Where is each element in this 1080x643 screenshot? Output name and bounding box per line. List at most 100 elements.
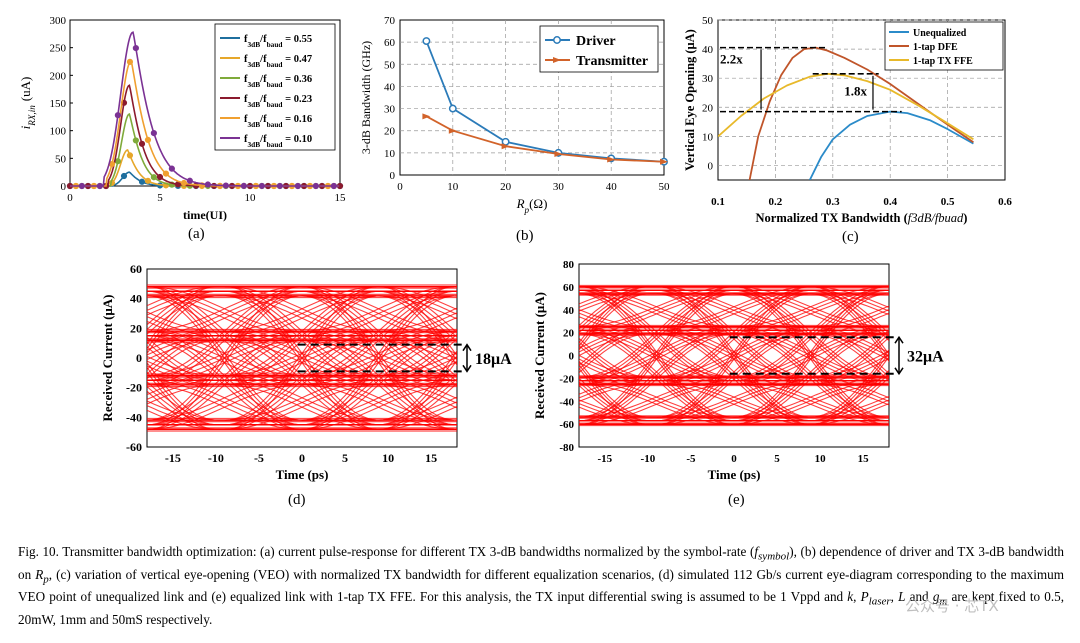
x-tick-label: 0.2 [769,196,783,208]
x-tick-label: 15 [858,453,870,465]
data-point [156,173,164,181]
panel-label-a: (a) [188,226,205,242]
y-tick-label: 150 [50,98,67,110]
data-point [204,181,211,188]
eye-trace [301,307,457,332]
eye-trace [224,286,457,332]
x-tick-label: 0.4 [883,196,897,208]
data-point [114,158,121,165]
series-line [425,115,665,163]
y-tick-label: 40 [384,81,396,93]
data-point [150,130,157,137]
annotation-label: 2.2x [720,52,743,67]
data-point [126,58,134,65]
eye-trace [301,328,457,377]
x-tick-label: 0 [731,453,737,465]
chart-c: 0.1 0.2 0.3 0.4 0.5 0.6 0 10 20 30 40 50 Normalized … [683,15,1012,225]
eye-trace [224,295,457,386]
y-tick-label: 0 [569,351,575,363]
y-tick-label: 250 [50,43,67,55]
x-tick-label: -10 [641,453,656,465]
eye-trace [733,336,889,385]
y-tick-label: 50 [55,153,67,165]
y-tick-label: 60 [384,37,396,49]
y-tick-label: 40 [702,44,714,56]
x-tick-label: 5 [157,192,163,204]
x-tick-label: 30 [553,181,565,193]
x-tick-label: -10 [208,451,224,465]
watermark: 公众号 · 芯TX [905,597,999,615]
data-point [120,172,128,180]
y-tick-label: 80 [563,259,575,271]
x-tick-label: 5 [342,451,348,465]
data-point [448,127,457,134]
x-tick-label: -15 [597,453,612,465]
data-point [330,182,337,190]
y-tick-label: 100 [50,126,67,138]
panel-label-d: (d) [288,492,306,508]
legend-label: f3dB/fbaud = 0.36 [244,74,312,89]
data-point [554,150,563,157]
x-axis-label: Normalized TX Bandwidth (f3dB/fbuad) [756,211,968,225]
y-tick-label: 20 [702,102,714,114]
data-point [240,182,247,189]
eye-trace [733,355,889,425]
y-tick-label: 60 [130,262,142,276]
data-point [144,136,152,144]
eye-trace [224,295,457,430]
y-tick-label: 10 [702,131,714,143]
y-tick-label: 70 [384,15,396,27]
x-tick-label: 0.3 [826,196,840,208]
annotation-label: 1.8x [844,84,867,99]
data-point [422,37,431,45]
legend-label: Unequalized [913,28,967,39]
chart-b: 0 10 20 30 40 50 0 10 20 30 40 50 60 70 Rp(Ω) 3-dB Band… [359,15,671,215]
legend-marker [553,57,561,63]
y-axis-label: Vertical Eye Opening (μA) [683,29,697,171]
data-point [186,177,193,184]
y-axis-label: 3-dB Bandwidth (GHz) [359,41,373,154]
x-tick-label: 10 [815,453,827,465]
data-point [448,104,457,113]
y-tick-label: -40 [126,410,142,424]
data-point [138,140,146,147]
data-point [180,179,188,187]
data-point [276,182,283,190]
data-point [150,174,157,181]
eye-opening-label: 18μA [475,351,512,368]
x-axis-label: Time (ps) [276,467,329,482]
y-axis-label: Received Current (μA) [532,292,547,419]
y-tick-label: -20 [559,373,574,385]
y-tick-label: 50 [384,59,396,71]
x-axis-label: time(UI) [183,208,227,222]
eye-trace [224,295,457,341]
y-tick-label: 0 [390,170,396,182]
data-point [78,182,85,190]
y-tick-label: 30 [384,104,396,116]
y-tick-label: 0 [136,351,142,365]
x-tick-label: 10 [245,192,257,204]
x-tick-label: 20 [500,181,512,193]
series-line [808,110,974,180]
legend-label: Driver [576,34,616,49]
y-tick-label: 0 [61,181,67,193]
y-tick-label: 0 [708,160,714,172]
eye-trace [224,286,457,421]
data-point [138,178,146,185]
eye-trace [301,338,457,386]
y-tick-label: -20 [126,381,142,395]
eye-trace [656,286,889,328]
data-point [162,170,170,177]
y-tick-label: -80 [559,442,574,454]
panel-label-e: (e) [728,492,745,508]
eye-trace [733,305,889,328]
chart-d: -15 -10 -5 0 5 10 15 -60 -40 -20 0 20 40 60 Time (ps) R… [100,262,512,482]
x-axis-label: Rp(Ω) [516,196,548,215]
x-tick-label: 0 [299,451,305,465]
x-tick-label: 0 [397,181,403,193]
x-tick-label: -5 [254,451,264,465]
y-tick-label: 50 [702,15,714,27]
x-tick-label: 0.5 [941,196,955,208]
x-tick-label: 50 [659,181,671,193]
y-tick-label: 200 [50,70,67,82]
